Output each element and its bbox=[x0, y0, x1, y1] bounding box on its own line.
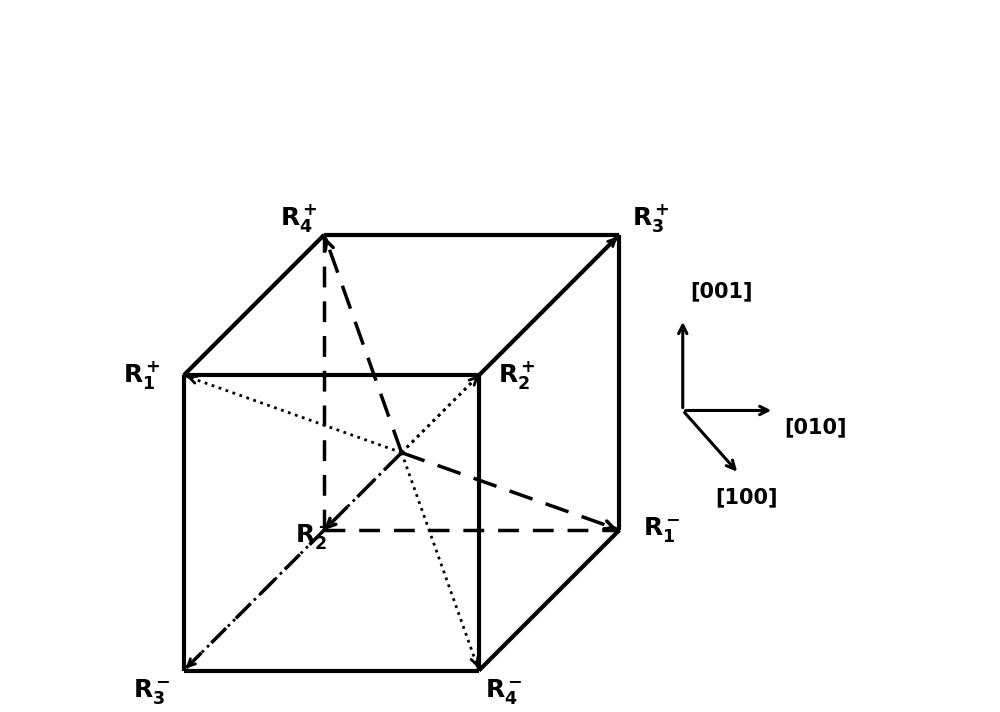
Text: $\mathbf{R_2^+}$: $\mathbf{R_2^+}$ bbox=[498, 360, 536, 392]
Text: $\mathbf{R_3^+}$: $\mathbf{R_3^+}$ bbox=[632, 202, 670, 234]
Text: $\mathbf{R_1^+}$: $\mathbf{R_1^+}$ bbox=[123, 360, 160, 392]
Text: [100]: [100] bbox=[715, 488, 777, 508]
Text: [010]: [010] bbox=[785, 417, 847, 437]
Text: $\mathbf{R_4^+}$: $\mathbf{R_4^+}$ bbox=[280, 202, 318, 234]
Text: [001]: [001] bbox=[690, 281, 752, 301]
Text: $\mathbf{R_2^-}$: $\mathbf{R_2^-}$ bbox=[295, 522, 333, 551]
Text: $\mathbf{R_3^-}$: $\mathbf{R_3^-}$ bbox=[133, 677, 171, 706]
Text: $\mathbf{R_1^-}$: $\mathbf{R_1^-}$ bbox=[643, 515, 681, 545]
Text: $\mathbf{R_4^-}$: $\mathbf{R_4^-}$ bbox=[485, 677, 523, 706]
